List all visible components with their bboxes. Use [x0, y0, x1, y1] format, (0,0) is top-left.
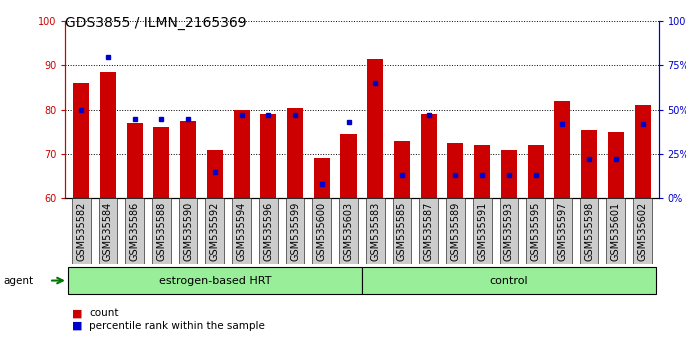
- Text: GSM535603: GSM535603: [344, 201, 353, 261]
- Text: GDS3855 / ILMN_2165369: GDS3855 / ILMN_2165369: [65, 16, 247, 30]
- Text: GSM535593: GSM535593: [504, 201, 514, 261]
- Text: GSM535591: GSM535591: [477, 201, 487, 261]
- Bar: [362, 267, 656, 294]
- Bar: [394, 141, 410, 198]
- Bar: [179, 198, 198, 264]
- Bar: [233, 110, 250, 198]
- Bar: [99, 198, 117, 264]
- Bar: [392, 198, 412, 264]
- Bar: [581, 130, 597, 198]
- Bar: [207, 149, 223, 198]
- Bar: [154, 127, 169, 198]
- Text: GSM535597: GSM535597: [557, 201, 567, 261]
- Text: GSM535585: GSM535585: [397, 201, 407, 261]
- Bar: [606, 198, 625, 264]
- Text: GSM535592: GSM535592: [210, 201, 220, 261]
- Bar: [526, 198, 545, 264]
- Text: GSM535587: GSM535587: [424, 201, 434, 261]
- Bar: [419, 198, 438, 264]
- Bar: [367, 59, 383, 198]
- Bar: [501, 149, 517, 198]
- Bar: [446, 198, 465, 264]
- Text: estrogen-based HRT: estrogen-based HRT: [158, 275, 271, 286]
- Text: GSM535602: GSM535602: [637, 201, 648, 261]
- Bar: [421, 114, 437, 198]
- Bar: [233, 198, 251, 264]
- Bar: [340, 134, 357, 198]
- Text: count: count: [89, 308, 119, 318]
- Text: GSM535590: GSM535590: [183, 201, 193, 261]
- Text: GSM535595: GSM535595: [530, 201, 541, 261]
- Bar: [635, 105, 650, 198]
- Bar: [366, 198, 385, 264]
- Bar: [259, 198, 278, 264]
- Bar: [314, 159, 330, 198]
- Bar: [127, 123, 143, 198]
- Text: GSM535598: GSM535598: [584, 201, 594, 261]
- Text: GSM535589: GSM535589: [451, 201, 460, 261]
- Text: agent: agent: [3, 276, 34, 286]
- Text: GSM535582: GSM535582: [76, 201, 86, 261]
- Bar: [260, 114, 276, 198]
- Bar: [152, 198, 171, 264]
- Bar: [474, 145, 490, 198]
- Text: GSM535599: GSM535599: [290, 201, 300, 261]
- Bar: [72, 198, 91, 264]
- Bar: [126, 198, 144, 264]
- Bar: [312, 198, 331, 264]
- Bar: [180, 121, 196, 198]
- Text: GSM535583: GSM535583: [370, 201, 380, 261]
- Bar: [473, 198, 491, 264]
- Text: GSM535584: GSM535584: [103, 201, 113, 261]
- Bar: [499, 198, 518, 264]
- Text: GSM535596: GSM535596: [263, 201, 273, 261]
- Bar: [608, 132, 624, 198]
- Text: GSM535600: GSM535600: [317, 201, 327, 261]
- Text: GSM535594: GSM535594: [237, 201, 246, 261]
- Bar: [554, 101, 570, 198]
- Text: GSM535601: GSM535601: [611, 201, 621, 261]
- Bar: [580, 198, 598, 264]
- Bar: [633, 198, 652, 264]
- Bar: [206, 198, 224, 264]
- Text: ■: ■: [72, 321, 82, 331]
- Bar: [339, 198, 358, 264]
- Text: GSM535588: GSM535588: [156, 201, 167, 261]
- Bar: [100, 72, 116, 198]
- Text: GSM535586: GSM535586: [130, 201, 140, 261]
- Bar: [447, 143, 464, 198]
- Bar: [528, 145, 543, 198]
- Text: percentile rank within the sample: percentile rank within the sample: [89, 321, 265, 331]
- Bar: [285, 198, 305, 264]
- Text: ■: ■: [72, 308, 82, 318]
- Bar: [73, 83, 89, 198]
- Bar: [287, 108, 303, 198]
- Bar: [553, 198, 571, 264]
- Bar: [68, 267, 362, 294]
- Text: control: control: [490, 275, 528, 286]
